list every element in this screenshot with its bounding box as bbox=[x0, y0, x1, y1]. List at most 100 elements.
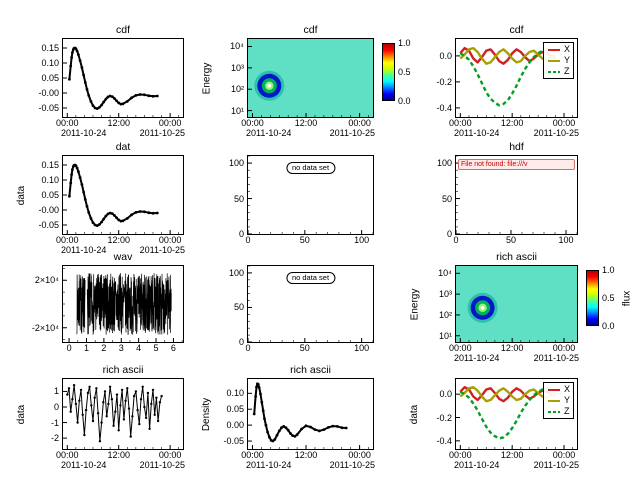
y-tick-label: 0 bbox=[238, 229, 244, 239]
plot-vector-components[interactable]: 00:00 12:00 00:00 2011-10-24 2011-10-25 0.0 -0… bbox=[410, 378, 579, 470]
legend-line-sample-icon bbox=[547, 70, 560, 73]
plot-dat-timeseries[interactable]: 00:00 12:00 00:00 2011-10-24 2011-10-25 0.15 0… bbox=[17, 141, 186, 255]
spectrogram-blob bbox=[467, 292, 498, 323]
x-date-label: 2011-10-25 bbox=[533, 460, 579, 470]
y-tick-label: 100 bbox=[436, 158, 452, 169]
plot-area bbox=[63, 46, 180, 117]
y-tick-label: 0 bbox=[53, 402, 59, 412]
x-tick-label: 12:00 bbox=[107, 450, 130, 460]
y-tick-label: 50 bbox=[441, 193, 452, 204]
x-tick-label: 12:00 bbox=[107, 118, 130, 128]
legend-label: X bbox=[563, 384, 570, 394]
y-tick-label: 0.00 bbox=[226, 420, 244, 431]
x-date-label: 2011-10-25 bbox=[139, 460, 185, 470]
y-tick-label: 10¹ bbox=[230, 105, 244, 116]
y-axis-label-text: data bbox=[409, 404, 421, 424]
y-tick-label: -1 bbox=[50, 417, 59, 428]
x-tick-label: 00:00 bbox=[56, 450, 79, 460]
y-tick-label: 0 bbox=[446, 229, 452, 239]
y-tick-label: 0.05 bbox=[41, 73, 59, 83]
colorbar bbox=[586, 270, 599, 326]
x-date-label: 2011-10-24 bbox=[246, 460, 292, 470]
plot-area bbox=[456, 156, 577, 234]
x-tick-label: 5 bbox=[153, 343, 159, 353]
y-axis-label-text: data bbox=[16, 404, 28, 424]
plot-area bbox=[248, 156, 373, 234]
y-tick-label: 10³ bbox=[438, 289, 452, 300]
x-tick-label: 00:00 bbox=[158, 235, 182, 245]
x-date-label: 2011-10-25 bbox=[329, 460, 375, 470]
no-data-message: no data set bbox=[285, 272, 336, 284]
y-tick-label: 10⁴ bbox=[438, 268, 452, 279]
legend-entry: X bbox=[547, 384, 570, 395]
legend-label: X bbox=[563, 44, 570, 54]
x-tick-label: 12:00 bbox=[107, 235, 130, 245]
legend-entry: Y bbox=[547, 395, 570, 406]
x-tick-label: 0 bbox=[453, 235, 459, 245]
y-tick-label: -0.05 bbox=[223, 436, 244, 447]
series-Z bbox=[459, 48, 556, 107]
y-axis-label-text: data bbox=[16, 185, 28, 205]
y-tick-label: -2×10⁴ bbox=[31, 322, 59, 333]
x-date-label: 2011-10-24 bbox=[61, 128, 107, 138]
y-tick-label: 0.10 bbox=[41, 175, 59, 185]
y-tick-label: 10³ bbox=[230, 62, 244, 73]
y-tick-label: 0.0 bbox=[439, 389, 452, 400]
series-X bbox=[459, 386, 556, 403]
plot-cdf-spectrogram[interactable]: 00:00 12:00 00:00 2011-10-24 2011-10-25 10⁴ 10… bbox=[202, 24, 411, 138]
x-tick-label: 100 bbox=[354, 235, 370, 245]
y-tick-label: 10⁴ bbox=[230, 41, 244, 52]
plot-title: wav bbox=[113, 251, 133, 263]
x-tick-label: 4 bbox=[136, 343, 142, 353]
x-tick-label: 00:00 bbox=[552, 450, 576, 460]
x-tick-label: 00:00 bbox=[241, 450, 264, 460]
colorbar-tick-label: 1.0 bbox=[398, 38, 411, 48]
series-Y bbox=[459, 46, 557, 65]
plot-title: rich ascii bbox=[290, 364, 331, 376]
colorbar-tick-label: 1.0 bbox=[602, 265, 615, 275]
x-date-label: 2011-10-24 bbox=[454, 460, 500, 470]
y-tick-label: -0.2 bbox=[436, 412, 452, 423]
plot-area bbox=[456, 46, 573, 117]
plot-richascii-spectrogram[interactable]: 00:00 12:00 00:00 2011-10-24 2011-10-25 10⁴ 10… bbox=[410, 251, 633, 363]
x-tick-label: 100 bbox=[558, 235, 574, 245]
plot-richascii-density[interactable]: 00:00 12:00 00:00 2011-10-24 2011-10-25 0.10 0… bbox=[202, 364, 375, 470]
x-tick-label: 12:00 bbox=[294, 450, 318, 460]
y-tick-label: -2 bbox=[50, 433, 59, 444]
plot-empty-1[interactable]: 0 50 100 100 50 0 no data set bbox=[229, 155, 374, 245]
plot-richascii-timeseries[interactable]: 00:00 12:00 00:00 2011-10-24 2011-10-25 1 0 -1-… bbox=[17, 364, 186, 470]
plot-wav-waveform[interactable]: 0 1 2 3 4 5 6 2×10⁴ -2×10⁴ wav bbox=[32, 251, 184, 353]
y-tick-label: 0.15 bbox=[41, 160, 59, 170]
y-tick-label: 10² bbox=[230, 84, 244, 95]
x-tick-label: 0 bbox=[245, 235, 251, 245]
x-tick-label: 50 bbox=[505, 235, 517, 245]
x-tick-label: 50 bbox=[299, 235, 310, 245]
y-tick-label: -0.4 bbox=[436, 102, 452, 113]
series-dat bbox=[68, 164, 158, 227]
plot-title: hdf bbox=[509, 141, 524, 153]
y-axis-label: data bbox=[16, 379, 28, 449]
y-axis-label: data bbox=[16, 156, 28, 234]
no-data-message: no data set bbox=[285, 162, 336, 174]
y-tick-label: 0.10 bbox=[226, 388, 244, 399]
plot-empty-2[interactable]: 0 50 100 100 50 0 no data set bbox=[229, 265, 374, 353]
plot-cdf-timeseries[interactable]: 00:00 12:00 00:00 2011-10-24 2011-10-25 0.15 0… bbox=[38, 24, 185, 138]
y-tick-label: 0 bbox=[238, 337, 244, 347]
legend-entry: Y bbox=[547, 55, 570, 66]
series-Y bbox=[459, 386, 556, 403]
x-tick-label: 00:00 bbox=[449, 343, 472, 353]
y-tick-label: -0.4 bbox=[436, 435, 452, 446]
y-tick-label: 10¹ bbox=[438, 330, 452, 341]
plot-cdf-vector[interactable]: 00:00 12:00 00:00 2011-10-24 2011-10-25 0.0 -0… bbox=[436, 24, 579, 138]
y-tick-label: -0.2 bbox=[436, 76, 452, 87]
plot-hdf-error[interactable]: 0 50 100 100 50 0 hdf File not found: file:///v bbox=[437, 141, 578, 245]
x-date-label: 2011-10-24 bbox=[246, 128, 292, 138]
x-date-label: 2011-10-25 bbox=[533, 353, 579, 363]
y-tick-label: 100 bbox=[228, 267, 244, 278]
colorbar-tick-label: 0.0 bbox=[398, 96, 411, 106]
y-axis-label-text: Energy bbox=[409, 288, 421, 320]
x-date-label: 2011-10-25 bbox=[139, 128, 185, 138]
x-tick-label: 50 bbox=[299, 343, 310, 353]
